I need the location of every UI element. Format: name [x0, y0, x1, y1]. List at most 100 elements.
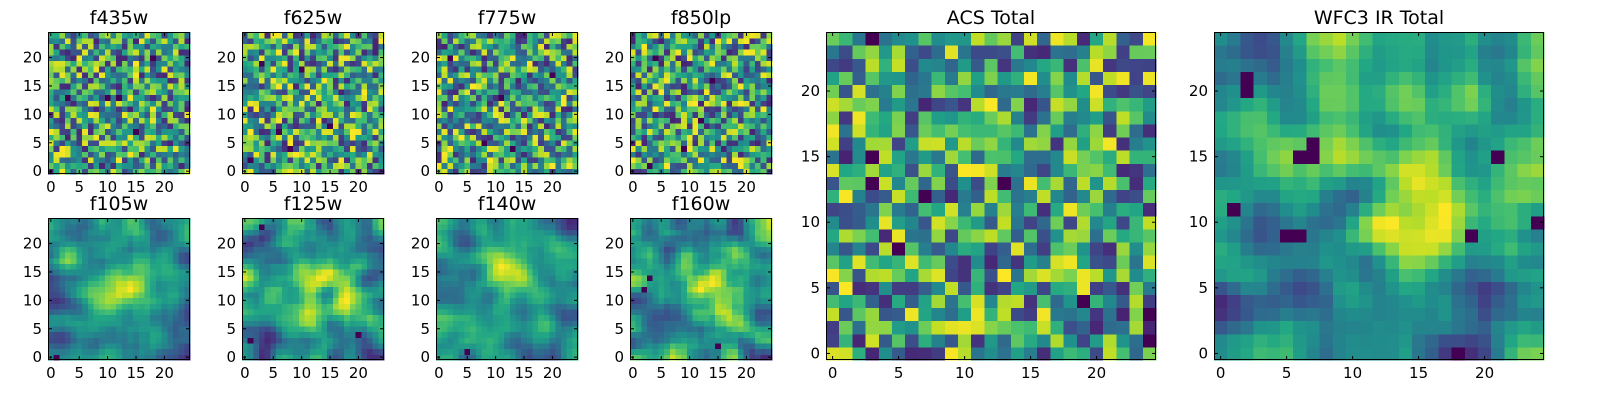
heatmap-cell: [304, 128, 311, 135]
heatmap-cell: [321, 37, 328, 44]
heatmap-cell: [692, 100, 699, 107]
heatmap-cell: [492, 60, 500, 67]
heatmap-cell: [749, 308, 756, 316]
heatmap-cell: [481, 274, 488, 282]
heatmap-cell: [760, 308, 767, 316]
heatmap-cell: [737, 49, 745, 56]
heatmap-cell: [630, 291, 637, 299]
heatmap-cell: [184, 218, 191, 225]
heatmap-cell: [138, 308, 146, 316]
heatmap-cell: [498, 240, 505, 247]
heatmap-cell: [121, 83, 129, 90]
heatmap-cell: [344, 303, 351, 310]
heatmap-cell: [630, 314, 637, 321]
heatmap-cell: [110, 354, 117, 361]
heatmap-cell: [281, 280, 289, 287]
heatmap-cell: [447, 325, 454, 333]
heatmap-cell: [349, 331, 357, 338]
heatmap-cell: [754, 77, 762, 84]
heatmap-cell: [270, 337, 277, 344]
heatmap-cell: [526, 122, 534, 130]
heatmap-cell: [692, 54, 699, 61]
y-tick-label: 0: [420, 162, 430, 180]
heatmap-cell: [526, 218, 534, 225]
heatmap-cell: [698, 105, 705, 113]
heatmap-cell: [698, 274, 705, 282]
heatmap-cell: [560, 71, 568, 79]
heatmap-cell: [498, 37, 505, 44]
heatmap-cell: [549, 286, 556, 293]
heatmap-cell: [453, 320, 460, 327]
heatmap-cell: [743, 54, 750, 61]
heatmap-cell: [572, 145, 579, 152]
heatmap-cell: [766, 280, 773, 287]
heatmap-cell: [332, 60, 340, 67]
heatmap-cell: [515, 325, 522, 333]
heatmap-cell: [504, 223, 511, 230]
heatmap-cell: [247, 32, 254, 39]
heatmap-cell: [150, 43, 157, 50]
heatmap-cell: [76, 66, 83, 73]
heatmap-cell: [641, 274, 648, 282]
heatmap-cell: [487, 348, 494, 355]
heatmap-cell: [355, 151, 362, 158]
heatmap-cell: [652, 122, 659, 130]
heatmap-cell: [172, 128, 180, 135]
heatmap-cell: [658, 320, 665, 327]
heatmap-cell: [264, 43, 271, 50]
heatmap-cell: [104, 77, 112, 84]
heatmap-cell: [366, 49, 374, 56]
heatmap-cell: [121, 49, 129, 56]
heatmap-cell: [133, 229, 140, 236]
heatmap-cell: [703, 156, 711, 164]
heatmap-cell: [65, 348, 72, 355]
heatmap-cell: [686, 71, 694, 79]
heatmap-cell: [669, 32, 677, 39]
heatmap-cell: [487, 325, 494, 333]
heatmap-cell: [121, 337, 129, 344]
heatmap-cell: [447, 128, 454, 135]
heatmap-cell: [521, 246, 528, 253]
heatmap-cell: [521, 269, 528, 276]
heatmap-cell: [760, 117, 767, 124]
heatmap-cell: [743, 156, 750, 164]
heatmap-cell: [361, 88, 368, 96]
heatmap-cell: [543, 77, 551, 84]
heatmap-cell: [681, 151, 688, 158]
heatmap-cell: [732, 280, 739, 287]
heatmap-cell: [566, 49, 573, 56]
heatmap-cell: [144, 274, 151, 282]
heatmap-cell: [104, 128, 112, 135]
heatmap-cell: [498, 235, 505, 242]
heatmap-cell: [144, 128, 151, 135]
heatmap-cell: [310, 263, 317, 270]
heatmap-cell: [664, 117, 671, 124]
heatmap-cell: [167, 151, 174, 158]
heatmap-cell: [555, 156, 562, 164]
heatmap-cell: [754, 337, 762, 344]
heatmap-cell: [298, 280, 306, 287]
heatmap-cell: [658, 308, 665, 316]
heatmap-cell: [349, 139, 357, 147]
heatmap-cell: [332, 32, 340, 39]
heatmap-cell: [144, 43, 151, 50]
heatmap-cell: [641, 308, 648, 316]
heatmap-cell: [572, 286, 579, 293]
heatmap-cell: [543, 314, 551, 321]
heatmap-cell: [726, 145, 733, 152]
heatmap-cell: [270, 303, 277, 310]
heatmap-cell: [184, 134, 191, 141]
heatmap-cell: [53, 71, 60, 79]
heatmap-cell: [760, 49, 767, 56]
heatmap-cell: [498, 337, 505, 344]
heatmap-cell: [321, 229, 328, 236]
heatmap-cell: [48, 320, 55, 327]
heatmap-cell: [281, 134, 289, 141]
heatmap-cell: [549, 128, 556, 135]
heatmap-cell: [321, 286, 328, 293]
heatmap-cell: [138, 156, 146, 164]
heatmap-cell: [737, 111, 745, 118]
heatmap-cell: [310, 156, 317, 164]
heatmap-cell: [349, 229, 357, 236]
